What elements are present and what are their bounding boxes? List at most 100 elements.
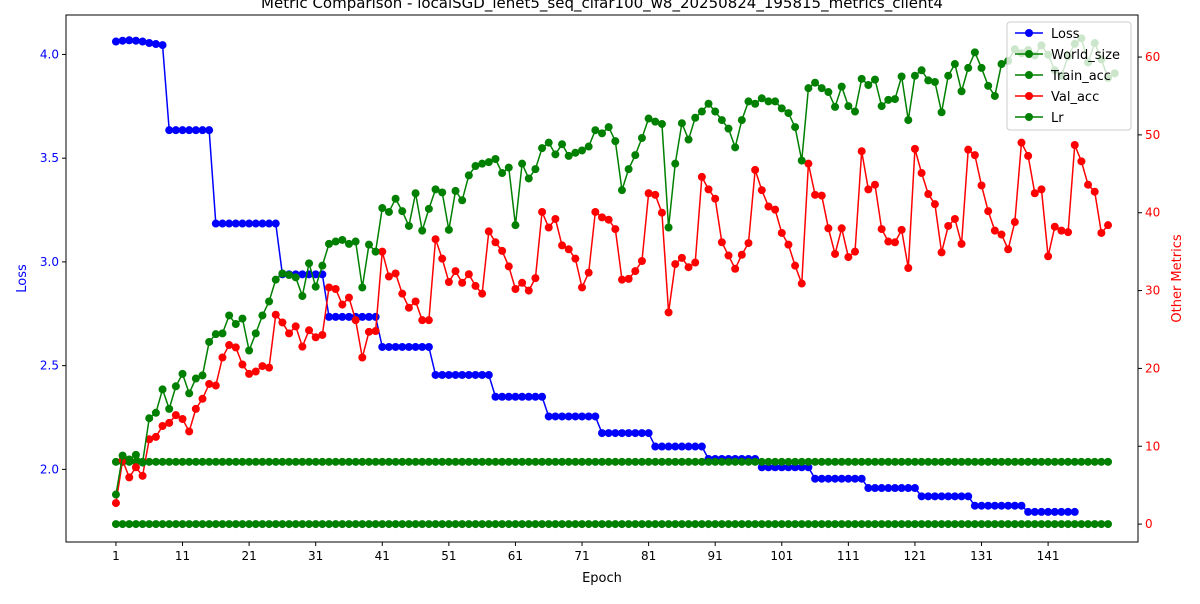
right-tick-label: 60 <box>1145 50 1160 64</box>
data-point <box>471 457 480 466</box>
data-point <box>1050 520 1059 529</box>
data-point <box>604 457 613 466</box>
data-point <box>651 190 660 199</box>
data-point <box>564 245 573 254</box>
data-point <box>245 346 254 355</box>
right-tick-label: 10 <box>1145 439 1160 453</box>
data-point <box>631 267 640 276</box>
data-point <box>784 109 793 118</box>
data-point <box>111 490 120 499</box>
data-point <box>857 457 866 466</box>
data-point <box>884 237 893 246</box>
data-point <box>917 457 926 466</box>
data-point <box>178 369 187 378</box>
legend-label: Lr <box>1051 111 1064 126</box>
data-point <box>937 457 946 466</box>
data-point <box>777 463 786 472</box>
data-point <box>950 457 959 466</box>
data-point <box>930 200 939 209</box>
data-point <box>558 412 567 421</box>
data-point <box>1044 252 1053 261</box>
data-point <box>231 457 240 466</box>
data-point <box>1004 501 1013 510</box>
data-point <box>478 289 487 298</box>
data-point <box>1044 507 1053 516</box>
data-point <box>717 116 726 125</box>
data-point <box>138 458 147 467</box>
data-point <box>218 219 227 228</box>
data-point <box>691 113 700 122</box>
data-point <box>644 429 653 438</box>
data-point <box>571 520 580 529</box>
data-point <box>657 442 666 451</box>
data-point <box>651 520 660 529</box>
data-point <box>331 457 340 466</box>
data-point <box>344 293 353 302</box>
data-point <box>817 520 826 529</box>
data-point <box>151 40 160 49</box>
series-world-size <box>111 457 1113 466</box>
data-point <box>198 126 207 135</box>
data-point <box>677 442 686 451</box>
data-point <box>418 342 427 351</box>
data-point <box>458 370 467 379</box>
data-point <box>1010 457 1019 466</box>
data-point <box>218 329 227 338</box>
data-point <box>431 520 440 529</box>
data-point <box>844 457 853 466</box>
data-point <box>511 457 520 466</box>
data-point <box>817 474 826 483</box>
data-point <box>970 520 979 529</box>
data-point <box>205 126 214 135</box>
data-point <box>1010 501 1019 510</box>
data-point <box>325 520 334 529</box>
data-point <box>178 126 187 135</box>
data-point <box>1004 520 1013 529</box>
data-point <box>1070 457 1079 466</box>
data-point <box>364 520 373 529</box>
data-point <box>977 520 986 529</box>
legend-swatch-marker <box>1025 92 1033 100</box>
data-point <box>185 126 194 135</box>
data-point <box>331 520 340 529</box>
data-point <box>1070 507 1079 516</box>
data-point <box>531 274 540 283</box>
data-point <box>371 247 380 256</box>
data-point <box>444 370 453 379</box>
data-point <box>411 520 420 529</box>
data-point <box>464 270 473 279</box>
data-point <box>604 215 613 224</box>
data-point <box>171 457 180 466</box>
data-point <box>225 520 234 529</box>
data-point <box>684 520 693 529</box>
data-point <box>531 520 540 529</box>
data-point <box>498 520 507 529</box>
data-point <box>231 320 240 329</box>
data-point <box>258 457 267 466</box>
data-point <box>478 520 487 529</box>
data-point <box>364 457 373 466</box>
data-point <box>997 457 1006 466</box>
data-point <box>744 520 753 529</box>
data-point <box>950 214 959 223</box>
data-point <box>544 520 553 529</box>
data-point <box>431 185 440 194</box>
data-point <box>285 329 294 338</box>
data-point <box>1070 141 1079 149</box>
data-point <box>904 457 913 466</box>
data-point <box>424 457 433 466</box>
data-point <box>870 180 879 189</box>
data-point <box>631 429 640 438</box>
data-point <box>524 392 533 401</box>
series-line <box>115 139 1109 504</box>
data-point <box>791 261 800 270</box>
data-point <box>944 71 953 80</box>
data-point <box>225 311 234 320</box>
data-point <box>364 240 373 249</box>
data-point <box>684 442 693 451</box>
data-point <box>737 457 746 466</box>
data-point <box>498 392 507 401</box>
data-point <box>285 457 294 466</box>
data-point <box>804 457 813 466</box>
data-point <box>777 228 786 237</box>
